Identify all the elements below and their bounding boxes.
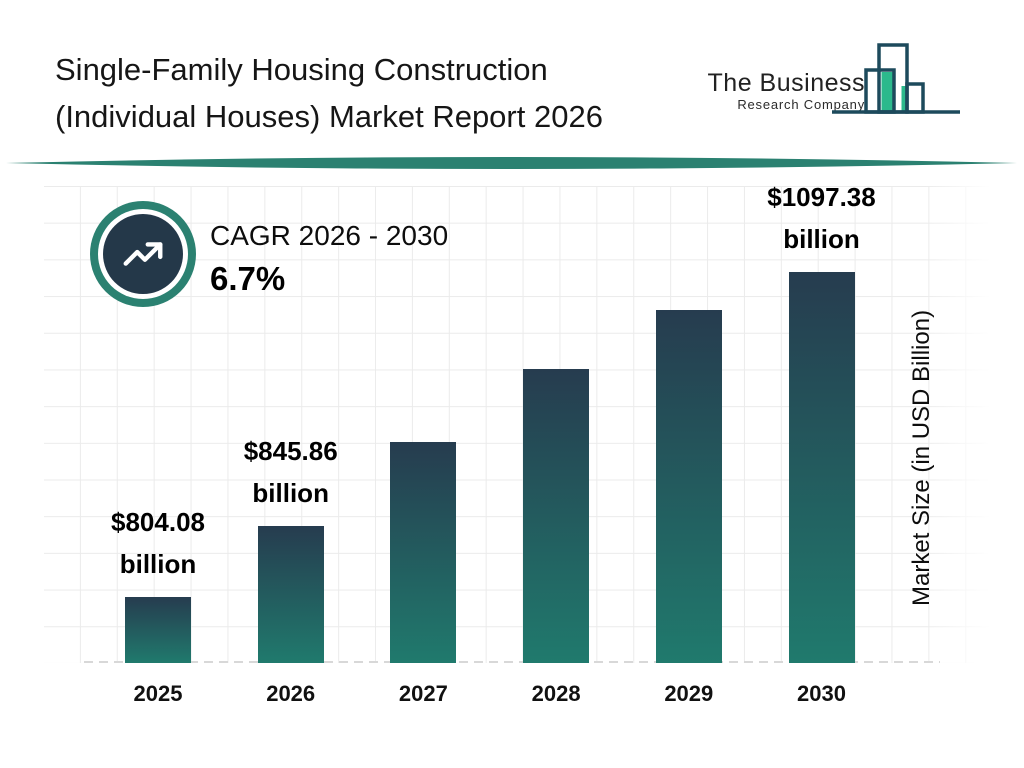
value-label-2026-amount: $845.86 — [243, 436, 338, 466]
page-title: Single-Family Housing Construction (Indi… — [55, 46, 715, 140]
page-title-line1: Single-Family Housing Construction — [55, 52, 548, 87]
logo-company-name: The Business — [707, 69, 865, 97]
value-label-2026-unit: billion — [252, 478, 329, 508]
x-tick-label-2028: 2028 — [531, 681, 581, 706]
bar-2026 — [257, 526, 324, 663]
page-title-line2: (Individual Houses) Market Report 2026 — [55, 99, 603, 134]
value-label-2026: $845.86 billion — [176, 430, 406, 514]
bar-chart-logo-icon — [832, 43, 960, 114]
chart-baseline — [84, 661, 940, 663]
divider — [6, 157, 1018, 169]
trending-up-icon — [123, 242, 163, 266]
value-label-2030-amount: $1097.38 — [767, 182, 876, 212]
bar-2029 — [655, 310, 722, 663]
logo-company-subname: Research Company — [737, 97, 865, 112]
bar-2028 — [523, 369, 590, 663]
x-tick-label-2030: 2030 — [797, 681, 846, 706]
cagr-badge — [90, 201, 196, 307]
value-label-2030-unit: billion — [783, 224, 860, 254]
x-tick-label-2027: 2027 — [398, 681, 448, 706]
x-tick-label-2029: 2029 — [664, 681, 714, 706]
logo: The Business Research Company — [688, 70, 865, 112]
value-label-2030: $1097.38 billion — [707, 176, 937, 260]
bar-2025 — [125, 597, 191, 663]
y-axis-label: Market Size (in USD Billion) — [908, 309, 935, 607]
x-tick-label-2025: 2025 — [133, 681, 183, 706]
bar-2027 — [390, 442, 457, 663]
cagr-badge-inner — [103, 214, 183, 294]
value-label-2025-unit: billion — [119, 549, 197, 579]
cagr-value: 6.7% — [210, 260, 286, 297]
value-label-2025-amount: $804.08 — [111, 507, 205, 537]
value-label-2025: $804.08 billion — [43, 501, 273, 585]
bar-2030 — [788, 272, 855, 663]
x-tick-label-2026: 2026 — [266, 681, 316, 706]
cagr-label: CAGR 2026 - 2030 — [210, 220, 449, 251]
